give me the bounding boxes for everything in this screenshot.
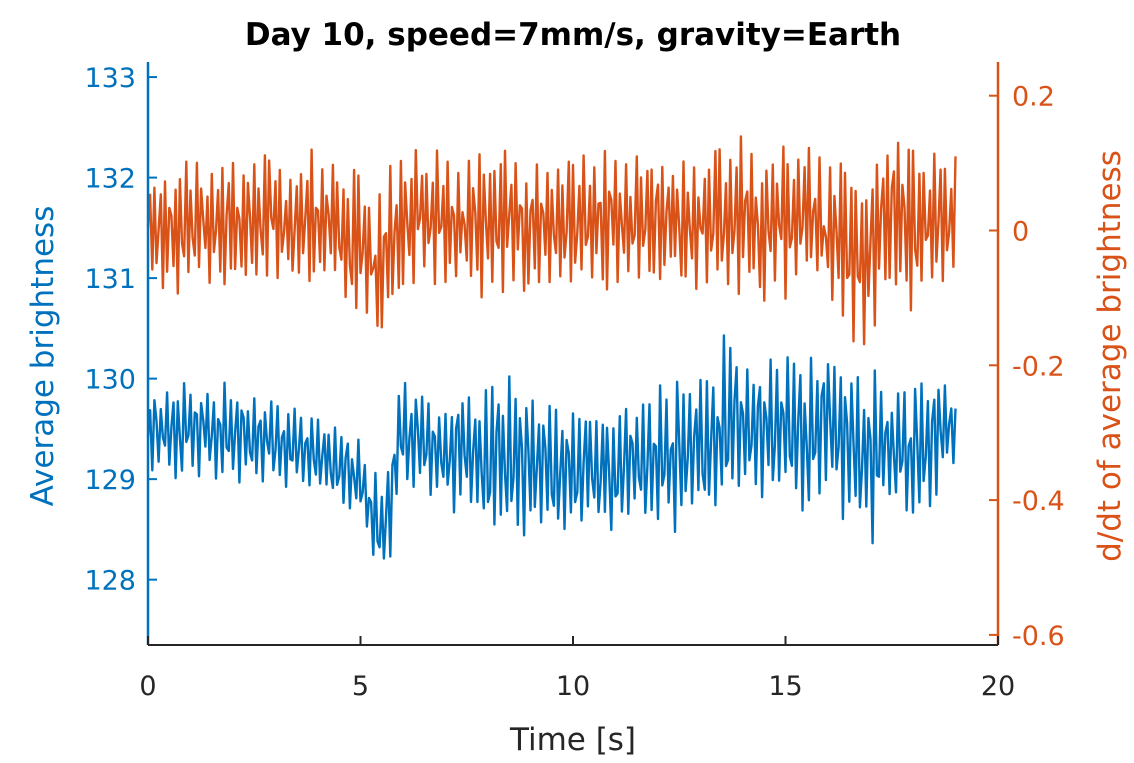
y-left-axis-label: Average brightness: [25, 206, 61, 507]
x-tick-label: 10: [556, 671, 590, 702]
y-right-tick-label: 0.2: [1012, 82, 1055, 113]
x-tick-label: 0: [139, 671, 156, 702]
right-series: [146, 135, 957, 346]
y-left-tick-label: 131: [84, 264, 136, 295]
x-tick-label: 20: [981, 671, 1015, 702]
ticks: 0 5 10 15 20 128 129 130 131 132 133 -0.6 -0.4 -0.2 0 0…: [84, 63, 1064, 702]
y-left-tick-label: 133: [84, 63, 136, 94]
y-right-tick-label: -0.6: [1012, 621, 1065, 652]
y-left-tick-label: 129: [84, 465, 136, 496]
y-right-tick-label: -0.2: [1012, 351, 1065, 382]
y-left-tick-label: 128: [84, 566, 136, 597]
x-tick-label: 15: [768, 671, 802, 702]
y-right-tick-label: 0: [1012, 216, 1029, 247]
axes: [146, 62, 1000, 646]
y-left-tick-label: 130: [84, 365, 136, 396]
x-tick-label: 5: [352, 671, 369, 702]
left-series: [146, 334, 957, 560]
series-line: [146, 135, 957, 346]
chart-title: Day 10, speed=7mm/s, gravity=Earth: [245, 17, 901, 53]
y-left-tick-label: 132: [84, 164, 136, 195]
series-line: [146, 334, 957, 560]
y-right-axis-label: d/dt of average brightness: [1092, 150, 1128, 562]
y-right-tick-label: -0.4: [1012, 486, 1065, 517]
x-axis-label: Time [s]: [509, 722, 636, 758]
